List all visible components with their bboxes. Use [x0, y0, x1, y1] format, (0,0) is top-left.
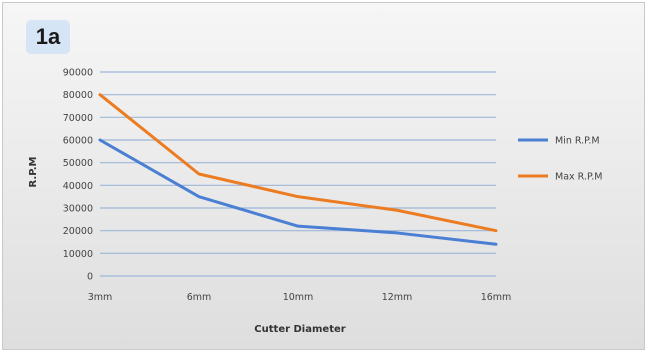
legend-label: Min R.P.M — [555, 136, 600, 147]
x-tick-label: 3mm — [88, 292, 113, 303]
x-tick-label: 10mm — [283, 292, 314, 303]
series-lines — [98, 93, 498, 246]
gridlines — [100, 71, 496, 277]
x-tick-label: 6mm — [187, 292, 212, 303]
legend: Min R.P.M Max R.P.M — [518, 136, 602, 183]
y-tick-label: 80000 — [63, 90, 93, 101]
series-line-min-rpm — [98, 138, 498, 246]
x-tick-label: 16mm — [481, 292, 512, 303]
legend-label: Max R.P.M — [555, 172, 602, 183]
panel-label: 1a — [26, 20, 70, 54]
y-tick-label: 40000 — [63, 181, 93, 192]
y-tick-label: 10000 — [63, 249, 93, 260]
y-tick-label: 0 — [87, 272, 93, 283]
y-tick-label: 20000 — [63, 226, 93, 237]
y-tick-label: 60000 — [63, 136, 93, 147]
y-tick-label: 50000 — [63, 158, 93, 169]
series-line-max-rpm — [98, 93, 498, 233]
y-tick-label: 70000 — [63, 113, 93, 124]
x-axis-title: Cutter Diameter — [254, 324, 345, 335]
y-axis-ticks: 0 10000 20000 30000 40000 50000 60000 70000 8000… — [63, 68, 93, 283]
y-tick-label: 90000 — [63, 68, 93, 79]
x-axis-ticks: 3mm 6mm 10mm 12mm 16mm — [88, 292, 512, 303]
x-tick-label: 12mm — [382, 292, 413, 303]
y-axis-title: R.P.M — [28, 156, 39, 187]
y-tick-label: 30000 — [63, 204, 93, 215]
